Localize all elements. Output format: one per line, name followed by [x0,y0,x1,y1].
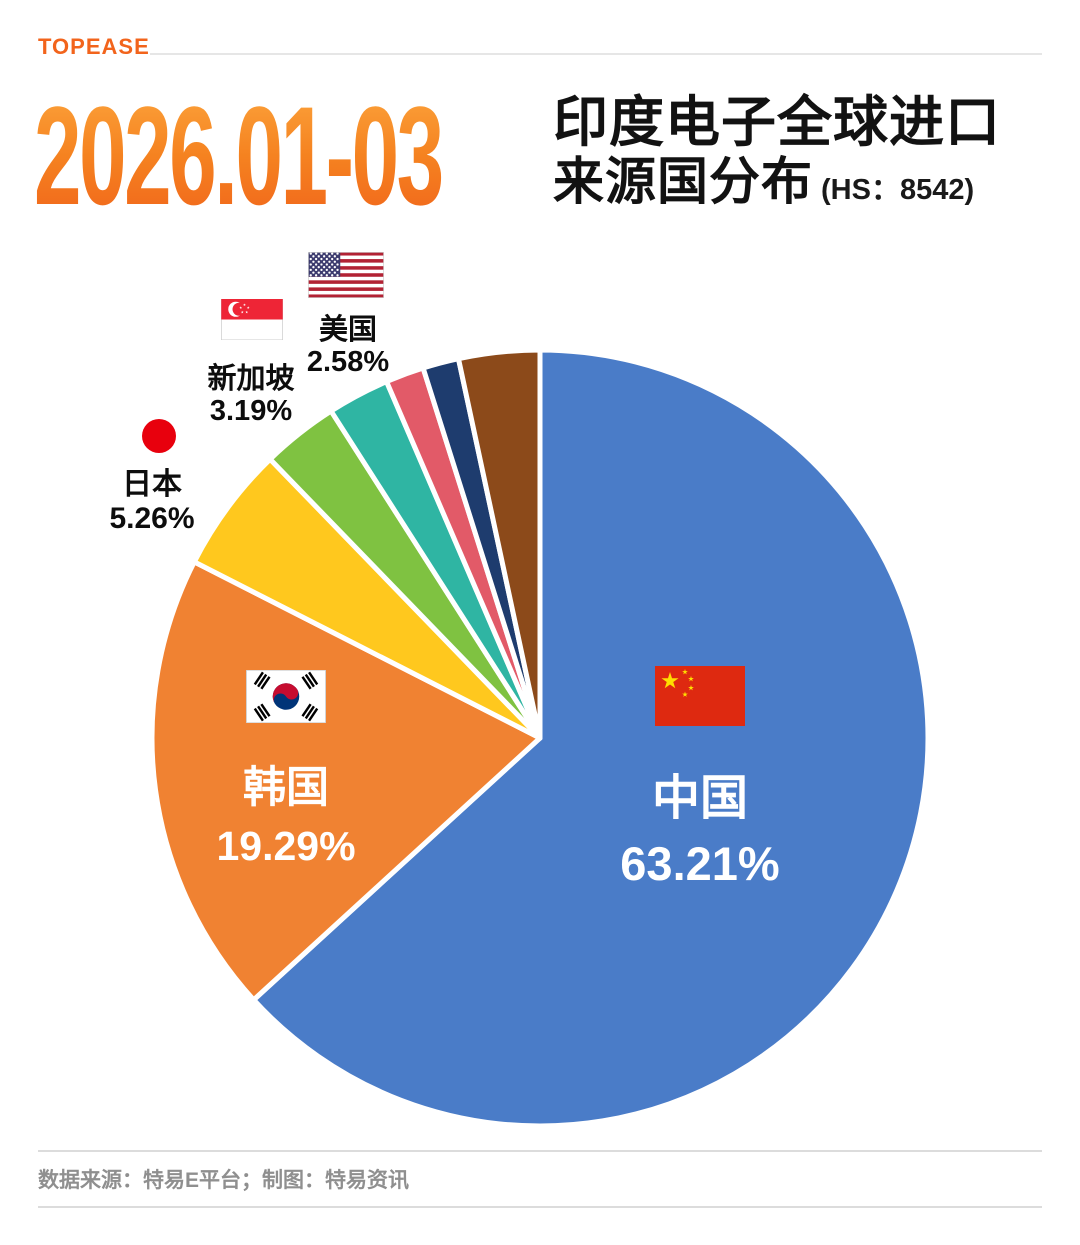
usa-slice-label: 美国 2.58% [286,314,410,379]
japan-slice-label: 日本 5.26% [62,468,242,535]
title-line2: 来源国分布 (HS：8542) [553,153,1001,212]
usa-flag-icon [308,252,384,298]
singapore-percent: 3.19% [209,395,293,428]
korea-percent: 19.29% [216,823,356,869]
singapore-flag-icon [221,299,283,340]
brand-logo: TOPEASE [38,34,150,59]
pie-slice-unlabeled-7 [455,348,543,741]
title-line1: 印度电子全球进口 [553,91,1002,153]
period-title: 2026.01-03 [34,86,702,226]
singapore-slice-label: 新加坡 3.19% [163,363,339,428]
pie-chart [149,348,931,1129]
japan-flag-icon [142,419,176,453]
japan-label: 日本 [122,468,182,501]
usa-label: 美国 [318,314,377,346]
china-flag-icon [655,666,745,726]
header-rule [150,53,1042,55]
footer-rule-top [38,1150,1042,1152]
korea-flag-icon [246,670,326,723]
footer-rule-bottom [38,1206,1042,1208]
period-text: 2026.01-03 [34,77,444,234]
china-label: 中国 [651,772,748,825]
pie-slice-0-中国 [251,348,931,1129]
china-percent: 63.21% [620,837,780,890]
title-block: 印度电子全球进口 来源国分布 (HS：8542) [553,92,1001,211]
title-line2-text: 来源国分布 [553,152,814,210]
singapore-label: 新加坡 [207,363,295,395]
china-slice-label: 中国 63.21% [555,666,845,891]
japan-percent: 5.26% [109,501,195,535]
korea-label: 韩国 [243,764,329,812]
footer-source-text: 数据来源：特易E平台；制图：特易资讯 [38,1169,410,1192]
korea-slice-label: 韩国 19.29% [160,670,412,870]
hs-code: (HS：8542) [821,173,975,206]
usa-percent: 2.58% [306,346,390,379]
